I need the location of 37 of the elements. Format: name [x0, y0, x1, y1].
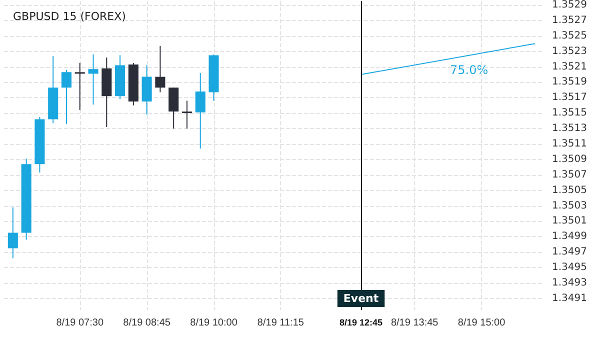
candlestick	[74, 62, 85, 111]
candlestick	[155, 45, 166, 93]
x-tick-label: 8/19 08:45	[123, 318, 171, 328]
candlestick	[61, 69, 72, 124]
y-tick-label: 1.3523	[552, 46, 587, 57]
x-tick-label: 8/19 13:45	[390, 318, 439, 328]
y-tick-label: 1.3503	[552, 200, 587, 212]
x-tick-label: 8/19 10:00	[190, 318, 238, 328]
candlestick	[168, 87, 179, 130]
y-tick-label: 1.3497	[552, 246, 587, 258]
y-tick-label: 1.3515	[552, 108, 587, 119]
candlestick	[8, 206, 18, 259]
y-tick-label: 1.3513	[552, 123, 587, 134]
y-tick-label: 1.3499	[552, 231, 587, 242]
y-tick-label: 1.3495	[552, 262, 587, 274]
ref-line-label: Event	[343, 292, 379, 305]
y-tick-label: 1.3527	[552, 14, 587, 26]
y-tick-label: 1.3517	[552, 92, 587, 104]
y-tick-label: 1.3505	[552, 184, 587, 196]
x-tick-label: 8/19 12:45	[340, 318, 383, 328]
x-tick-label: 8/19 11:15	[257, 318, 304, 328]
y-tick-label: 1.3501	[552, 216, 587, 227]
y-tick-label: 1.3491	[552, 292, 587, 304]
y-tick-label: 1.3519	[552, 76, 587, 88]
y-tick-label: 1.3509	[552, 154, 587, 165]
text: GBPUSD 15 (FOREX)	[13, 10, 126, 23]
x-tick-label: 8/19 07:30	[56, 318, 104, 328]
y-tick-label: 1.3507	[552, 169, 587, 180]
y-tick-label: 1.3521	[552, 61, 587, 72]
y-tick-label: 1.3511	[552, 138, 587, 150]
candlestick	[88, 54, 98, 106]
y-tick-label: 1.3525	[552, 30, 587, 42]
y-tick-label: 1.3493	[552, 277, 587, 288]
x-tick-label: 8/19 15:00	[458, 318, 506, 328]
candlestick	[182, 100, 192, 130]
y-tick-label: 1.3529	[552, 0, 587, 10]
candlestick	[195, 72, 206, 150]
